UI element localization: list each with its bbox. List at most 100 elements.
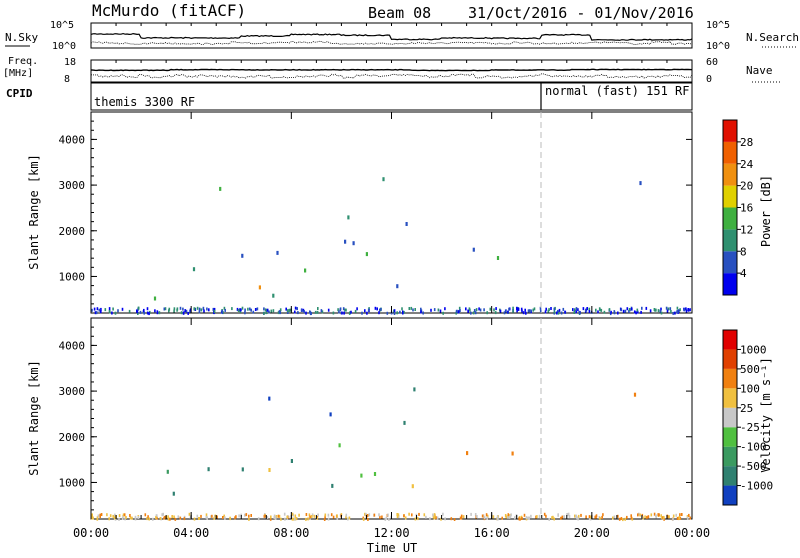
range-cell <box>352 241 355 246</box>
range-cell <box>207 467 210 472</box>
range-cell <box>420 307 422 311</box>
nave-tick-top: 60 <box>706 57 718 68</box>
range-cell <box>560 516 562 520</box>
range-cell <box>388 517 390 521</box>
y-tick-label: 3000 <box>59 179 86 192</box>
velocity-colorbar: 1000 500 100 25 -25 -100 -500 -1000 <box>722 329 773 506</box>
range-cell <box>229 516 231 520</box>
range-cell <box>279 311 281 315</box>
range-cell <box>307 517 309 521</box>
range-cell <box>403 310 405 314</box>
range-cell <box>213 308 216 311</box>
range-cell <box>520 307 523 311</box>
colorbar-tick-label: 1000 <box>740 343 767 356</box>
colorbar-swatch <box>723 207 737 230</box>
range-cell <box>287 311 289 314</box>
range-cell <box>393 309 396 313</box>
range-cell <box>590 515 592 519</box>
power-colorbar: 28 24 20 16 12 8 4 <box>722 119 754 296</box>
range-cell <box>547 309 550 313</box>
colorbar-swatch <box>723 330 737 350</box>
range-cell <box>624 517 626 521</box>
range-cell <box>612 516 614 520</box>
range-cell <box>456 309 458 313</box>
nave-tick-bottom: 0 <box>706 74 712 85</box>
range-cell <box>250 514 252 517</box>
range-cell <box>403 514 405 518</box>
range-cell <box>628 308 631 311</box>
range-cell <box>196 306 199 310</box>
range-cell <box>366 514 369 517</box>
range-cell <box>213 309 216 313</box>
range-cell <box>239 310 242 313</box>
nsky-trace <box>90 32 693 41</box>
range-cell <box>337 308 339 312</box>
range-cell <box>672 517 674 521</box>
range-cell <box>146 311 149 315</box>
range-cell <box>224 516 226 520</box>
range-cell <box>321 310 324 314</box>
date-range: 31/Oct/2016 - 01/Nov/2016 <box>468 4 694 22</box>
colorbar-swatch <box>723 273 737 295</box>
range-cell <box>362 517 365 521</box>
range-cell <box>203 309 205 313</box>
range-cell <box>638 512 640 516</box>
range-cell <box>613 515 616 519</box>
range-cell <box>291 512 294 516</box>
range-cell <box>176 308 178 312</box>
range-cell <box>561 515 564 519</box>
range-cell <box>223 514 225 518</box>
range-cell <box>270 309 273 313</box>
range-cell <box>553 310 556 314</box>
range-cell <box>177 515 180 519</box>
range-cell <box>99 513 101 517</box>
range-cell <box>678 516 681 519</box>
range-cell <box>501 516 503 520</box>
range-cell <box>404 516 407 520</box>
range-cell <box>125 516 127 519</box>
range-cell <box>356 307 358 311</box>
range-cell <box>508 514 511 518</box>
nave-label: Nave <box>746 64 773 77</box>
x-tick-label: 00:00 <box>674 526 710 540</box>
colorbar-tick-label: 20 <box>740 180 753 193</box>
range-cell <box>379 515 381 519</box>
range-cell <box>685 309 688 313</box>
range-cell <box>622 518 624 522</box>
colorbar-swatch <box>723 388 737 408</box>
range-cell <box>223 306 226 310</box>
range-cell <box>294 517 296 521</box>
range-cell <box>147 515 149 519</box>
range-cell <box>258 285 261 290</box>
range-cell <box>316 516 318 520</box>
colorbar-swatch <box>723 446 737 467</box>
range-cell <box>134 517 137 521</box>
range-cell <box>167 517 170 521</box>
range-cell <box>396 284 399 289</box>
power-y-label: Slant Range [km] <box>27 154 41 270</box>
range-cell <box>578 311 581 315</box>
range-cell <box>442 512 444 516</box>
range-cell <box>585 515 587 519</box>
range-cell <box>143 308 145 312</box>
range-cell <box>153 296 157 301</box>
range-cell <box>437 308 440 312</box>
range-cell <box>338 310 340 314</box>
range-cell <box>345 308 347 312</box>
range-cell <box>505 309 507 313</box>
range-cell <box>184 309 186 313</box>
range-cell <box>497 517 499 521</box>
range-cell <box>95 311 98 315</box>
range-cell <box>109 514 112 518</box>
range-cell <box>512 306 514 310</box>
range-cell <box>585 308 587 312</box>
nsky-label: N.Sky <box>5 31 38 44</box>
colorbar-tick-label: -1000 <box>740 480 773 493</box>
colorbar-swatch <box>723 163 737 186</box>
range-cell <box>553 517 555 521</box>
range-cell <box>286 515 288 519</box>
range-cell <box>310 311 312 315</box>
range-cell <box>676 306 679 310</box>
range-cell <box>689 308 691 312</box>
